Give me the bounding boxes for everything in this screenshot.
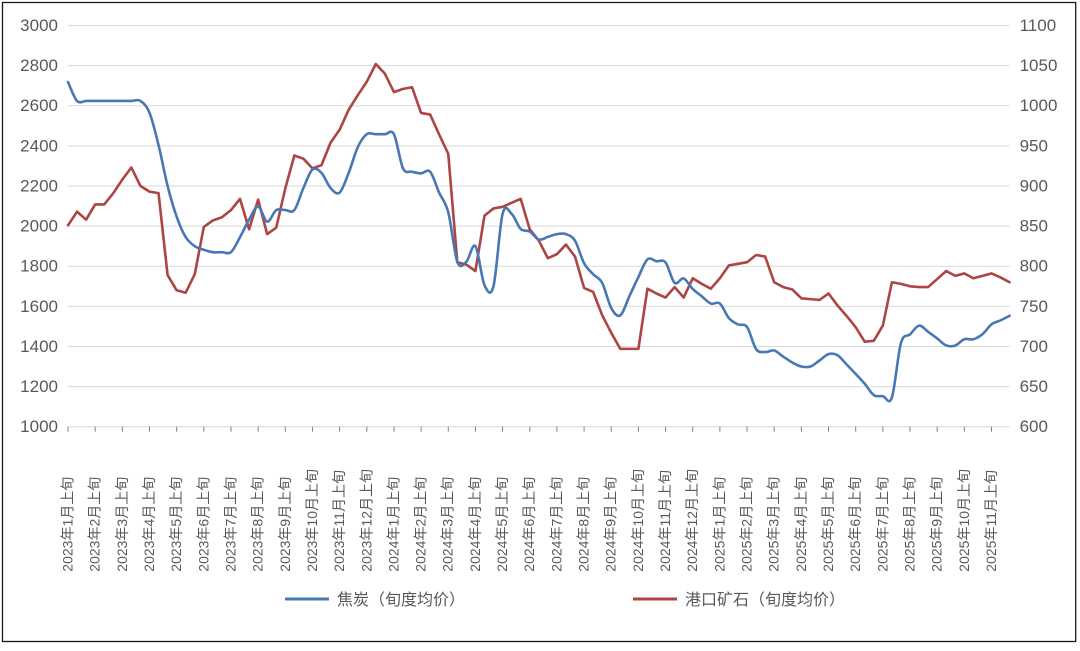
svg-text:2024年4月上旬: 2024年4月上旬: [467, 477, 483, 572]
svg-text:2800: 2800: [20, 56, 58, 75]
svg-text:2025年2月上旬: 2025年2月上旬: [739, 477, 755, 572]
svg-text:2023年11月上旬: 2023年11月上旬: [331, 470, 347, 572]
svg-text:2024年1月上旬: 2024年1月上旬: [385, 477, 401, 572]
svg-text:2025年4月上旬: 2025年4月上旬: [793, 477, 809, 572]
svg-text:2023年10月上旬: 2023年10月上旬: [304, 469, 320, 572]
svg-text:2023年7月上旬: 2023年7月上旬: [222, 477, 238, 572]
svg-text:2023年9月上旬: 2023年9月上旬: [277, 477, 293, 572]
svg-text:2023年8月上旬: 2023年8月上旬: [250, 477, 266, 572]
svg-text:2024年8月上旬: 2024年8月上旬: [576, 477, 592, 572]
svg-text:650: 650: [1020, 377, 1048, 396]
svg-text:2023年6月上旬: 2023年6月上旬: [195, 477, 211, 572]
svg-text:2025年10月上旬: 2025年10月上旬: [956, 469, 972, 572]
svg-text:2025年3月上旬: 2025年3月上旬: [766, 477, 782, 572]
svg-text:1100: 1100: [1020, 16, 1057, 35]
svg-text:1050: 1050: [1020, 56, 1058, 75]
svg-text:2024年3月上旬: 2024年3月上旬: [440, 477, 456, 572]
svg-text:2023年3月上旬: 2023年3月上旬: [114, 477, 130, 572]
svg-text:2025年7月上旬: 2025年7月上旬: [874, 477, 890, 572]
svg-text:焦炭（旬度均价）: 焦炭（旬度均价）: [337, 591, 465, 609]
svg-text:700: 700: [1020, 337, 1048, 356]
svg-text:2024年10月上旬: 2024年10月上旬: [630, 469, 646, 572]
svg-text:850: 850: [1020, 217, 1048, 236]
svg-text:2024年9月上旬: 2024年9月上旬: [603, 477, 619, 572]
svg-text:2024年11月上旬: 2024年11月上旬: [657, 470, 673, 572]
svg-text:2400: 2400: [20, 136, 58, 155]
svg-text:2023年1月上旬: 2023年1月上旬: [60, 477, 76, 572]
svg-text:600: 600: [1020, 417, 1048, 436]
svg-text:2025年8月上旬: 2025年8月上旬: [902, 477, 918, 572]
svg-text:1600: 1600: [20, 297, 58, 316]
svg-text:2024年5月上旬: 2024年5月上旬: [494, 477, 510, 572]
svg-text:2025年5月上旬: 2025年5月上旬: [820, 477, 836, 572]
svg-text:1800: 1800: [20, 257, 58, 276]
svg-text:2023年5月上旬: 2023年5月上旬: [168, 477, 184, 572]
svg-text:2025年1月上旬: 2025年1月上旬: [711, 477, 727, 572]
svg-text:800: 800: [1020, 257, 1048, 276]
svg-text:2024年6月上旬: 2024年6月上旬: [521, 477, 537, 572]
svg-text:2023年4月上旬: 2023年4月上旬: [141, 477, 157, 572]
svg-text:2025年11月上旬: 2025年11月上旬: [983, 470, 999, 572]
svg-text:3000: 3000: [20, 16, 58, 35]
svg-text:2200: 2200: [20, 176, 58, 195]
svg-text:1000: 1000: [20, 417, 58, 436]
svg-text:2024年2月上旬: 2024年2月上旬: [413, 477, 429, 572]
svg-text:2025年6月上旬: 2025年6月上旬: [847, 477, 863, 572]
svg-text:950: 950: [1020, 136, 1048, 155]
svg-text:2024年7月上旬: 2024年7月上旬: [548, 477, 564, 572]
svg-text:1400: 1400: [20, 337, 58, 356]
svg-text:2025年9月上旬: 2025年9月上旬: [929, 477, 945, 572]
svg-text:2024年12月上旬: 2024年12月上旬: [684, 469, 700, 572]
svg-text:港口矿石（旬度均价）: 港口矿石（旬度均价）: [685, 591, 845, 609]
svg-text:1200: 1200: [20, 377, 58, 396]
svg-text:750: 750: [1020, 297, 1048, 316]
svg-text:2023年12月上旬: 2023年12月上旬: [358, 469, 374, 572]
svg-text:2000: 2000: [20, 217, 58, 236]
svg-text:900: 900: [1020, 176, 1048, 195]
svg-text:2600: 2600: [20, 96, 58, 115]
svg-text:1000: 1000: [1020, 96, 1058, 115]
svg-text:2023年2月上旬: 2023年2月上旬: [87, 477, 103, 572]
